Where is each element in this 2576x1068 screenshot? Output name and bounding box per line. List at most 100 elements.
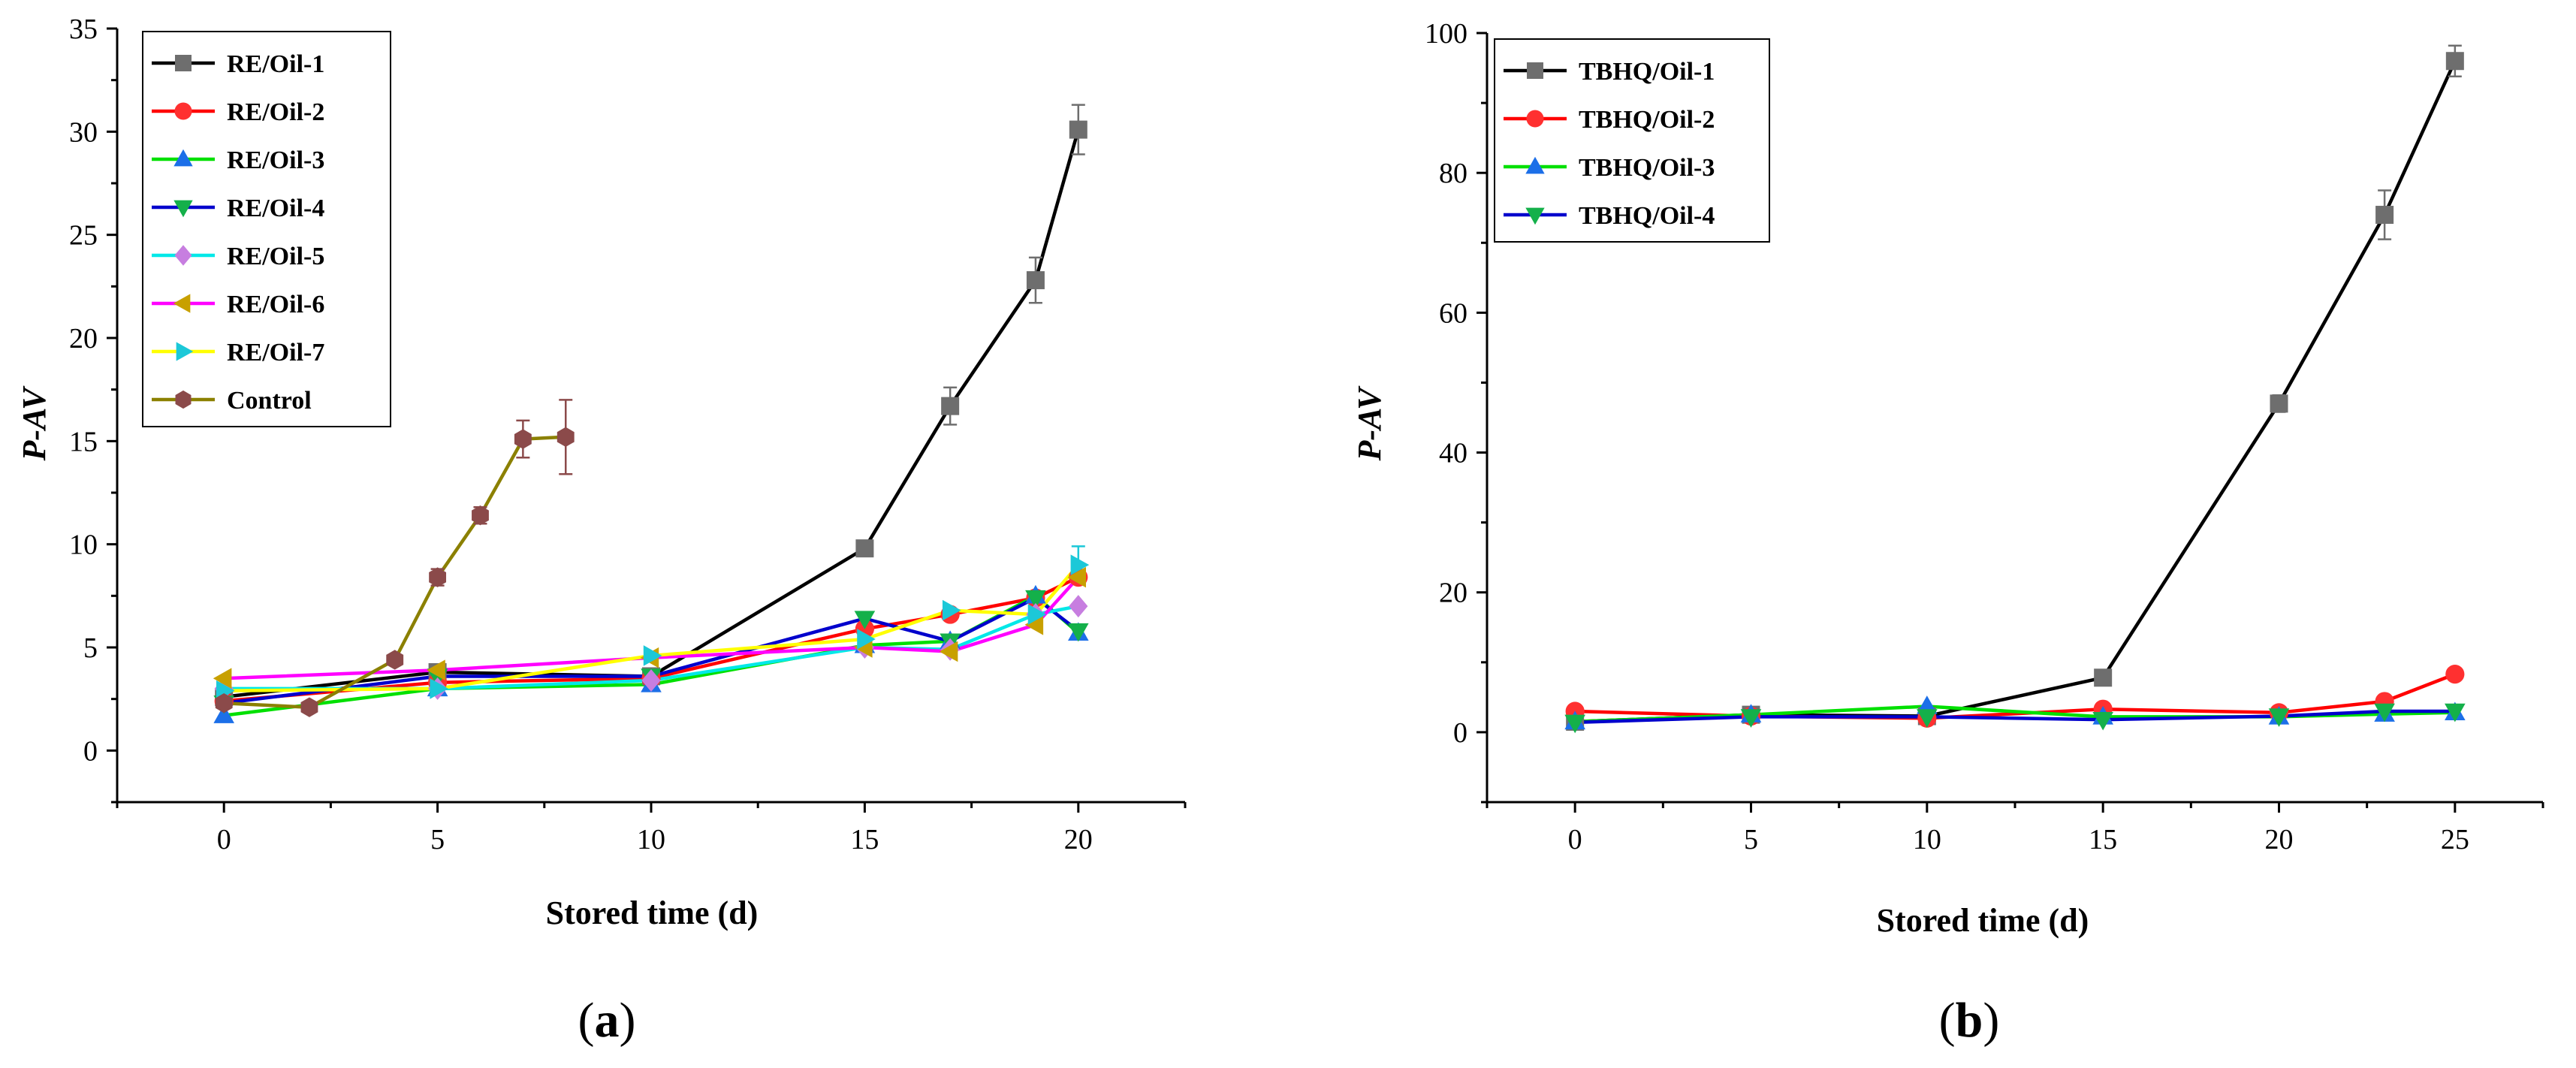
x-tick-label: 0 xyxy=(1568,824,1582,855)
y-tick-label: 35 xyxy=(69,14,98,45)
legend-label: Control xyxy=(227,387,312,415)
y-tick-label: 0 xyxy=(83,735,98,767)
data-point xyxy=(939,641,958,662)
x-tick-label: 15 xyxy=(850,824,879,855)
y-tick-label: 15 xyxy=(69,426,98,457)
legend: TBHQ/Oil-1 TBHQ/Oil-2 TBHQ/Oil-3 TBHQ/Oil-4 xyxy=(1494,38,1770,243)
data-point xyxy=(2270,394,2288,413)
data-point xyxy=(1069,595,1088,618)
panel-label: (a) xyxy=(578,993,636,1048)
y-tick-label: 20 xyxy=(1439,578,1467,609)
data-point xyxy=(1067,566,1086,588)
legend-marker xyxy=(1526,110,1544,128)
data-point xyxy=(300,697,318,717)
data-point xyxy=(1026,271,1045,290)
data-point xyxy=(1024,614,1044,635)
x-tick-label: 20 xyxy=(1064,824,1093,855)
y-tick-label: 80 xyxy=(1439,158,1467,189)
x-tick-label: 10 xyxy=(637,824,665,855)
data-point xyxy=(643,645,662,666)
y-tick-label: 20 xyxy=(69,323,98,354)
data-point xyxy=(472,505,489,526)
legend-label: RE/Oil-2 xyxy=(227,98,324,126)
legend-label: TBHQ/Oil-2 xyxy=(1579,106,1715,134)
y-tick-label: 25 xyxy=(69,220,98,252)
legend-label: TBHQ/Oil-4 xyxy=(1579,202,1715,230)
data-point xyxy=(855,539,874,558)
panel-label: (b) xyxy=(1939,993,2000,1048)
x-axis-title: Stored time (d) xyxy=(546,895,759,931)
legend-label: RE/Oil-3 xyxy=(227,146,324,174)
data-point xyxy=(1068,623,1089,642)
legend-label: RE/Oil-5 xyxy=(227,243,324,270)
y-axis-title: P-AV xyxy=(1351,385,1388,462)
y-tick-label: 100 xyxy=(1425,18,1467,50)
data-point xyxy=(1917,709,1938,728)
y-tick-label: 0 xyxy=(1453,717,1467,749)
data-point xyxy=(2445,665,2465,684)
data-point xyxy=(941,397,960,415)
legend-label: TBHQ/Oil-3 xyxy=(1579,154,1715,182)
legend-box xyxy=(142,31,391,427)
legend-label: RE/Oil-1 xyxy=(227,50,324,78)
data-point xyxy=(430,678,448,699)
y-tick-label: 60 xyxy=(1439,297,1467,329)
legend-marker xyxy=(1525,156,1545,174)
data-point xyxy=(641,668,661,692)
legend-label: TBHQ/Oil-1 xyxy=(1579,58,1715,86)
x-tick-label: 15 xyxy=(2089,824,2117,855)
data-point xyxy=(429,567,447,587)
x-tick-label: 0 xyxy=(217,824,231,855)
legend-label: RE/Oil-7 xyxy=(227,339,324,367)
legend-marker xyxy=(174,102,192,120)
y-tick-label: 10 xyxy=(69,529,98,561)
data-point xyxy=(427,659,445,681)
data-point xyxy=(2374,703,2395,723)
data-point xyxy=(386,650,404,670)
x-tick-label: 20 xyxy=(2265,824,2294,855)
legend-marker xyxy=(175,55,192,71)
data-point xyxy=(1740,709,1762,728)
legend-marker xyxy=(174,245,192,266)
x-tick-label: 10 xyxy=(1913,824,1941,855)
legend-marker xyxy=(1525,207,1545,225)
y-tick-label: 5 xyxy=(83,632,98,664)
legend-marker xyxy=(1527,62,1543,79)
data-point xyxy=(514,429,532,449)
legend-marker xyxy=(175,390,192,409)
data-point xyxy=(1025,590,1046,609)
data-point xyxy=(2268,708,2290,727)
data-point xyxy=(942,599,961,621)
legend-label: RE/Oil-6 xyxy=(227,291,324,318)
x-axis-title: Stored time (d) xyxy=(1877,902,2089,939)
data-point xyxy=(2092,711,2113,731)
data-point xyxy=(1069,120,1087,139)
data-point xyxy=(1564,714,1585,734)
legend-marker xyxy=(176,342,194,361)
data-point xyxy=(2094,668,2113,687)
y-axis-title: P-AV xyxy=(16,385,53,462)
data-point xyxy=(215,692,233,714)
legend: RE/Oil-1 RE/Oil-2 RE/Oil-3 RE/Oil-4 RE/Oil-5… xyxy=(142,31,391,427)
data-point xyxy=(213,668,232,689)
data-point xyxy=(854,611,876,629)
legend-marker xyxy=(173,294,191,313)
x-tick-label: 5 xyxy=(430,824,445,855)
data-point xyxy=(857,629,876,650)
x-tick-label: 25 xyxy=(2441,824,2469,855)
y-tick-label: 30 xyxy=(69,116,98,148)
data-point xyxy=(2445,52,2464,71)
data-point xyxy=(2375,206,2394,225)
y-tick-label: 40 xyxy=(1439,438,1467,469)
x-tick-label: 5 xyxy=(1744,824,1758,855)
legend-marker xyxy=(173,149,193,167)
data-point xyxy=(557,427,575,448)
data-point xyxy=(1027,604,1047,625)
legend-marker xyxy=(173,200,193,218)
data-point xyxy=(1070,554,1090,575)
data-point xyxy=(2445,703,2466,723)
legend-label: RE/Oil-4 xyxy=(227,195,324,222)
